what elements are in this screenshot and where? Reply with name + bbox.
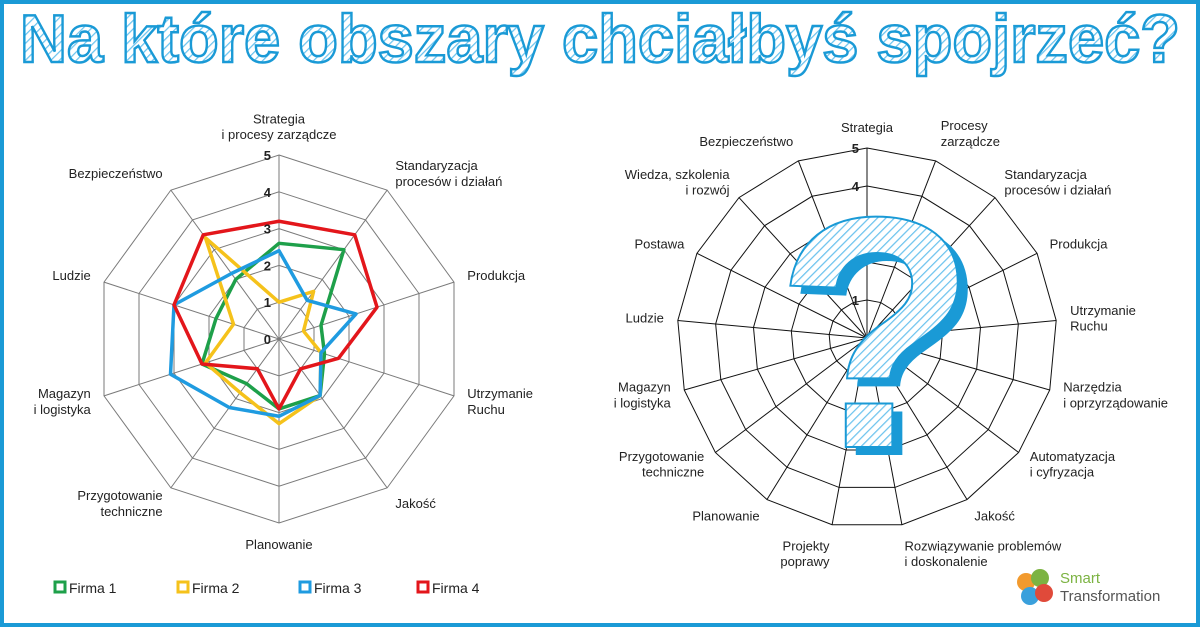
category-label: Jakość (974, 509, 1015, 524)
grid-ring (790, 261, 944, 414)
legend-label: Firma 1 (69, 580, 117, 596)
spoke (831, 337, 868, 525)
spoke (866, 337, 968, 500)
spoke (278, 281, 455, 340)
spoke (677, 319, 868, 339)
category-label: Przygotowanie techniczne (77, 488, 162, 519)
spoke (103, 338, 280, 397)
category-label: Magazyn i logistyka (614, 380, 672, 411)
logo-line2: Transformation (1060, 588, 1160, 605)
annotation-shadow: ? (785, 156, 987, 525)
category-label: Bezpieczeństwo (699, 134, 793, 149)
chart-1: 0 1 2 3 4 5 Strategia i procesy zarządcze Standa… (34, 111, 533, 596)
series-line (203, 236, 323, 426)
category-label: Narzędzia i oprzyrządowanie (1063, 380, 1168, 411)
spoke (866, 337, 1050, 391)
legend-swatch (416, 580, 430, 594)
spoke (278, 338, 455, 397)
spoke (170, 189, 280, 340)
grid-ring (752, 223, 982, 451)
chart-2: 1 2 3 4 5 Strategia Procesy zarządczeStandaryza… (614, 118, 1168, 569)
category-label: Produkcja (1050, 236, 1109, 251)
spoke (103, 281, 280, 340)
r-tick-label: 3 (264, 222, 271, 237)
r-tick-label: 2 (264, 258, 271, 273)
category-label: Produkcja (467, 268, 526, 283)
spoke (278, 189, 388, 340)
r-tick-label: 1 (852, 293, 859, 308)
legend-swatch (298, 580, 312, 594)
logo: Smart Transformation (1017, 569, 1160, 605)
category-label: Ludzie (626, 311, 664, 326)
spoke (866, 160, 937, 339)
category-label: Standaryzacja procesów i działań (395, 158, 502, 189)
r-tick-label: 0 (264, 332, 271, 347)
spoke (170, 338, 280, 489)
legend-swatch (53, 580, 67, 594)
category-label: Planowanie (692, 509, 759, 524)
category-label: Utrzymanie Ruchu (467, 386, 533, 417)
spoke (797, 160, 868, 339)
legend-label: Firma 2 (192, 580, 240, 596)
spoke (684, 337, 868, 391)
category-label: Procesy zarządcze (941, 118, 1000, 149)
category-label: Strategia (841, 120, 894, 135)
category-label: Strategia i procesy zarządcze (222, 111, 337, 142)
page-title: Na które obszary chciałbyś spojrzeć? (20, 1, 1180, 77)
legend-swatch (176, 580, 190, 594)
category-label: Planowanie (245, 537, 312, 552)
spoke (696, 252, 868, 339)
spoke (715, 337, 868, 453)
category-label: Bezpieczeństwo (69, 166, 163, 181)
r-tick-label: 1 (264, 295, 271, 310)
spoke (766, 337, 868, 500)
grid-ring (677, 147, 1057, 526)
r-tick-label: 2 (852, 255, 859, 270)
series-line (172, 219, 379, 411)
category-label: Standaryzacja procesów i działań (1004, 167, 1111, 198)
category-label: Rozwiązywanie problemów i doskonalenie (904, 539, 1061, 570)
category-label: Ludzie (52, 268, 90, 283)
category-label: Wiedza, szkolenia i rozwój (625, 167, 731, 198)
category-label: Automatyzacja i cyfryzacja (1030, 449, 1116, 480)
spoke (866, 337, 1019, 453)
spoke (278, 338, 388, 489)
spoke (738, 197, 868, 339)
grid-ring (828, 299, 906, 376)
spoke (866, 337, 903, 525)
logo-line1: Smart (1060, 570, 1101, 587)
legend-label: Firma 4 (432, 580, 480, 596)
r-tick-label: 3 (852, 217, 859, 232)
spoke (866, 197, 996, 339)
category-label: Projekty poprawy (780, 539, 830, 570)
category-label: Przygotowanie techniczne (619, 449, 704, 480)
category-label: Magazyn i logistyka (34, 386, 92, 417)
grid-ring (715, 185, 1019, 488)
spoke (866, 319, 1057, 339)
category-label: Utrzymanie Ruchu (1070, 303, 1136, 334)
series-line (168, 248, 358, 419)
r-tick-label: 5 (852, 141, 859, 156)
spoke (866, 252, 1038, 339)
r-tick-label: 5 (264, 148, 271, 163)
r-tick-label: 4 (264, 185, 272, 200)
annotation: ? (775, 148, 977, 517)
r-tick-label: 4 (852, 179, 860, 194)
legend-label: Firma 3 (314, 580, 362, 596)
category-label: Jakość (395, 496, 436, 511)
category-label: Postawa (635, 236, 686, 251)
